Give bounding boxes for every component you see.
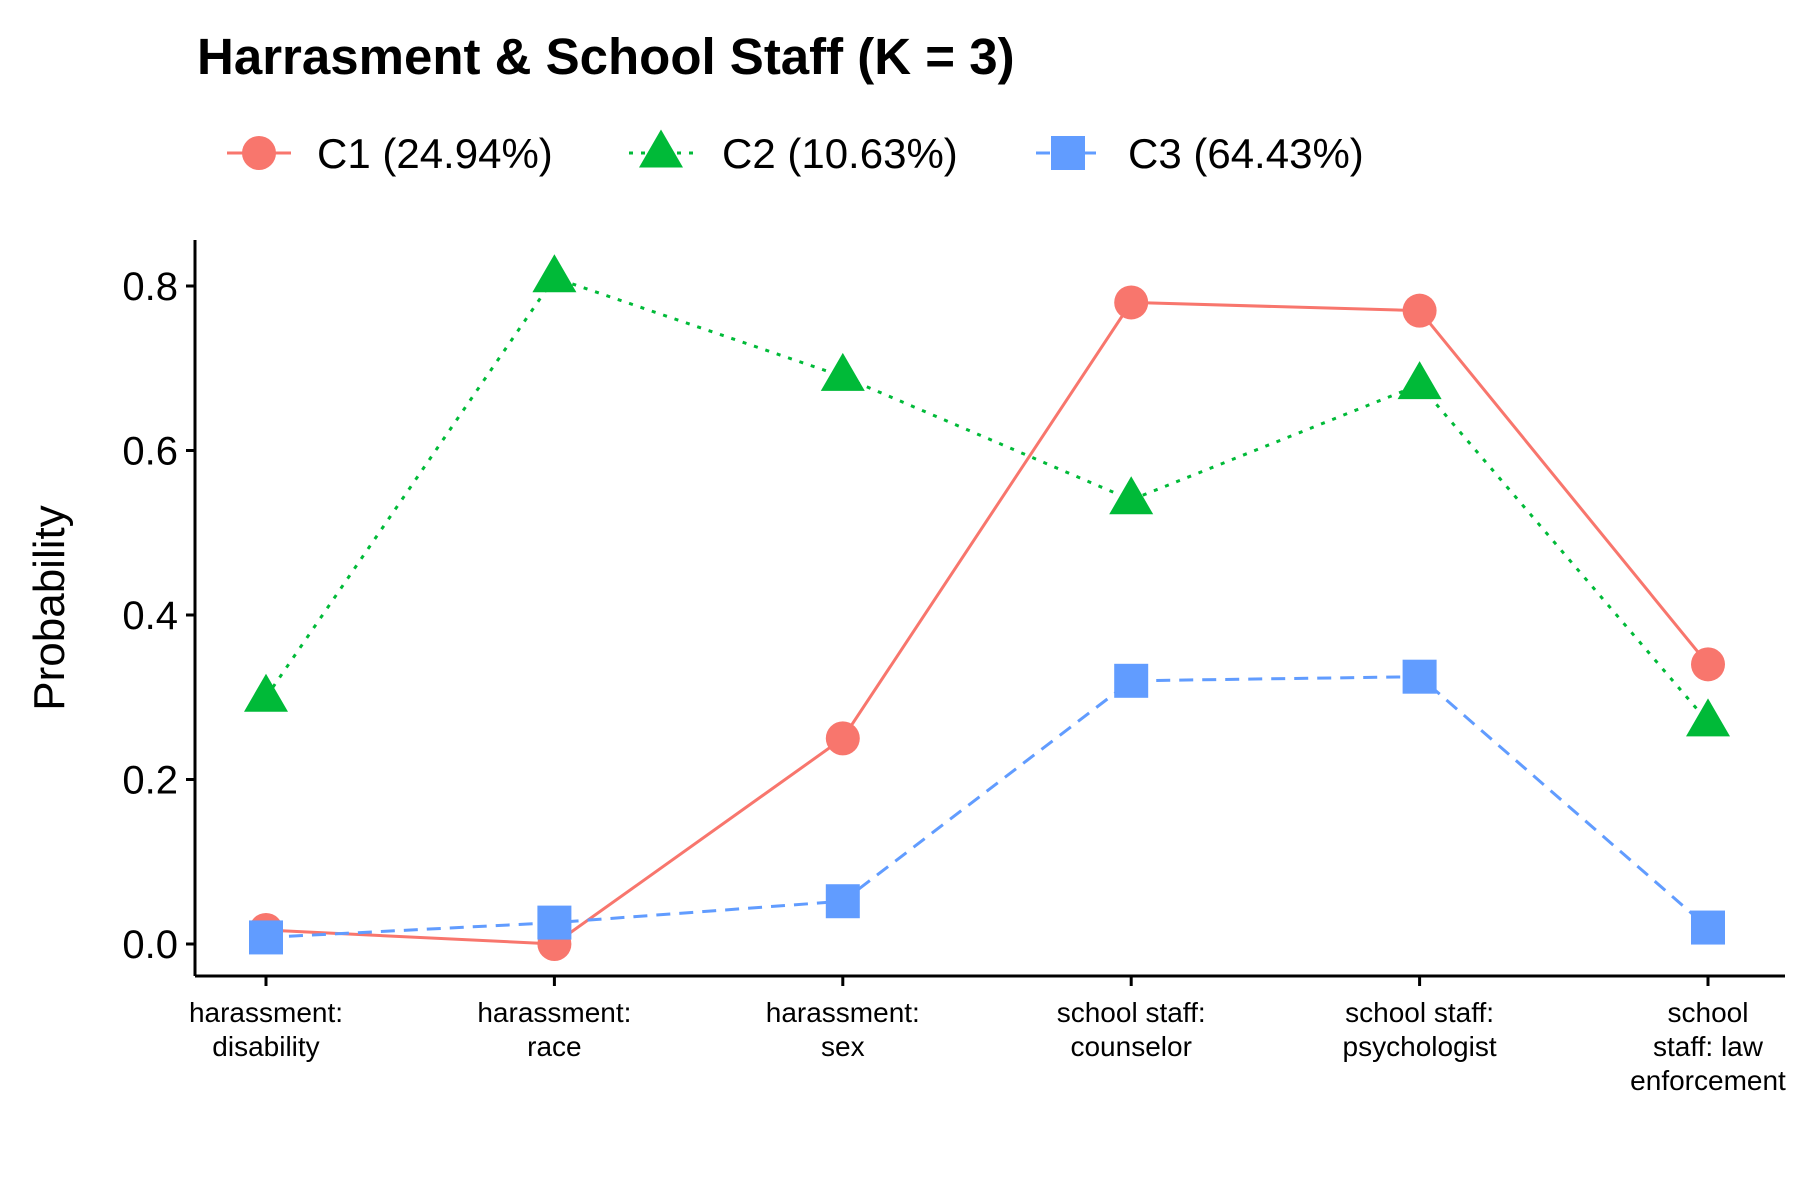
x-tick-label: school staff: law enforcement [1630, 997, 1786, 1096]
legend-item: C1 (24.94%) [227, 130, 553, 177]
data-point [537, 905, 572, 940]
y-tick-label: 0.0 [122, 923, 178, 967]
legend-item: C2 (10.63%) [629, 129, 958, 177]
data-point [1109, 476, 1154, 515]
series-2 [244, 254, 1730, 737]
legend-marker [639, 129, 683, 168]
x-tick-label: harassment: sex [766, 997, 920, 1062]
data-point [1114, 663, 1149, 698]
data-point [244, 673, 288, 712]
data-point [249, 920, 283, 955]
legend-label: C3 (64.43%) [1128, 130, 1364, 177]
legend-label: C2 (10.63%) [722, 130, 958, 177]
data-point [532, 254, 577, 293]
axes: 0.0 0.2 0.4 0.6 0.8 Probability harassment: dis… [25, 240, 1786, 1096]
legend-marker [1051, 136, 1085, 170]
data-point [1686, 698, 1730, 737]
x-tick-label: harassment: race [477, 997, 631, 1062]
data-point [820, 352, 865, 391]
series-line [264, 275, 1710, 723]
legend-item: C3 (64.43%) [1036, 130, 1364, 177]
legend-marker [242, 136, 276, 170]
data-point [825, 884, 860, 919]
data-point [1691, 647, 1725, 682]
series-line [265, 300, 1710, 946]
data-point [1397, 361, 1442, 400]
x-tick-label: school staff: counselor [1057, 997, 1206, 1062]
series-3 [249, 659, 1725, 955]
y-tick-label: 0.6 [122, 430, 178, 474]
series-1 [249, 285, 1725, 961]
legend: C1 (24.94%) C2 (10.63%) C3 (64.43%) [227, 129, 1364, 177]
data-point [1402, 293, 1437, 328]
data-point [1402, 659, 1437, 694]
y-tick-label: 0.8 [122, 265, 178, 309]
series-line [265, 675, 1709, 939]
x-tick-label: harassment: disability [189, 997, 343, 1062]
y-tick-label: 0.4 [122, 594, 178, 638]
plot-area [244, 254, 1730, 961]
y-axis-title: Probability [25, 505, 74, 710]
data-point [1114, 285, 1149, 320]
data-point [1691, 910, 1725, 945]
y-tick-label: 0.2 [122, 759, 178, 803]
legend-label: C1 (24.94%) [317, 130, 553, 177]
x-tick-label: school staff: psychologist [1343, 997, 1497, 1062]
chart-title: Harrasment & School Staff (K = 3) [197, 28, 1015, 85]
data-point [825, 721, 860, 756]
